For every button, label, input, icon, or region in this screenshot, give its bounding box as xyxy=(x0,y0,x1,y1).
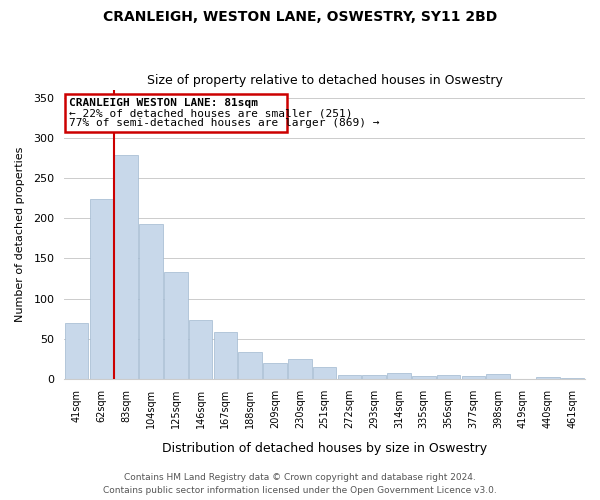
Text: CRANLEIGH, WESTON LANE, OSWESTRY, SY11 2BD: CRANLEIGH, WESTON LANE, OSWESTRY, SY11 2… xyxy=(103,10,497,24)
Bar xyxy=(338,375,361,379)
Bar xyxy=(288,359,311,379)
Text: CRANLEIGH WESTON LANE: 81sqm: CRANLEIGH WESTON LANE: 81sqm xyxy=(69,98,258,108)
Bar xyxy=(115,156,138,379)
Bar xyxy=(362,375,386,379)
Bar xyxy=(214,332,237,379)
Bar xyxy=(89,199,113,379)
Bar xyxy=(387,374,411,379)
Bar xyxy=(487,374,510,379)
Bar xyxy=(313,367,337,379)
Bar xyxy=(263,363,287,379)
Bar xyxy=(189,320,212,379)
Bar xyxy=(65,322,88,379)
Bar xyxy=(536,378,560,379)
FancyBboxPatch shape xyxy=(65,94,287,132)
Bar xyxy=(139,224,163,379)
Bar xyxy=(412,376,436,379)
Text: Contains HM Land Registry data © Crown copyright and database right 2024.
Contai: Contains HM Land Registry data © Crown c… xyxy=(103,474,497,495)
Text: ← 22% of detached houses are smaller (251): ← 22% of detached houses are smaller (25… xyxy=(69,108,353,118)
Bar xyxy=(461,376,485,379)
Bar xyxy=(164,272,188,379)
Y-axis label: Number of detached properties: Number of detached properties xyxy=(15,146,25,322)
Title: Size of property relative to detached houses in Oswestry: Size of property relative to detached ho… xyxy=(146,74,503,87)
Bar xyxy=(437,375,460,379)
Bar xyxy=(238,352,262,379)
Bar xyxy=(561,378,584,379)
Text: 77% of semi-detached houses are larger (869) →: 77% of semi-detached houses are larger (… xyxy=(69,118,380,128)
X-axis label: Distribution of detached houses by size in Oswestry: Distribution of detached houses by size … xyxy=(162,442,487,455)
